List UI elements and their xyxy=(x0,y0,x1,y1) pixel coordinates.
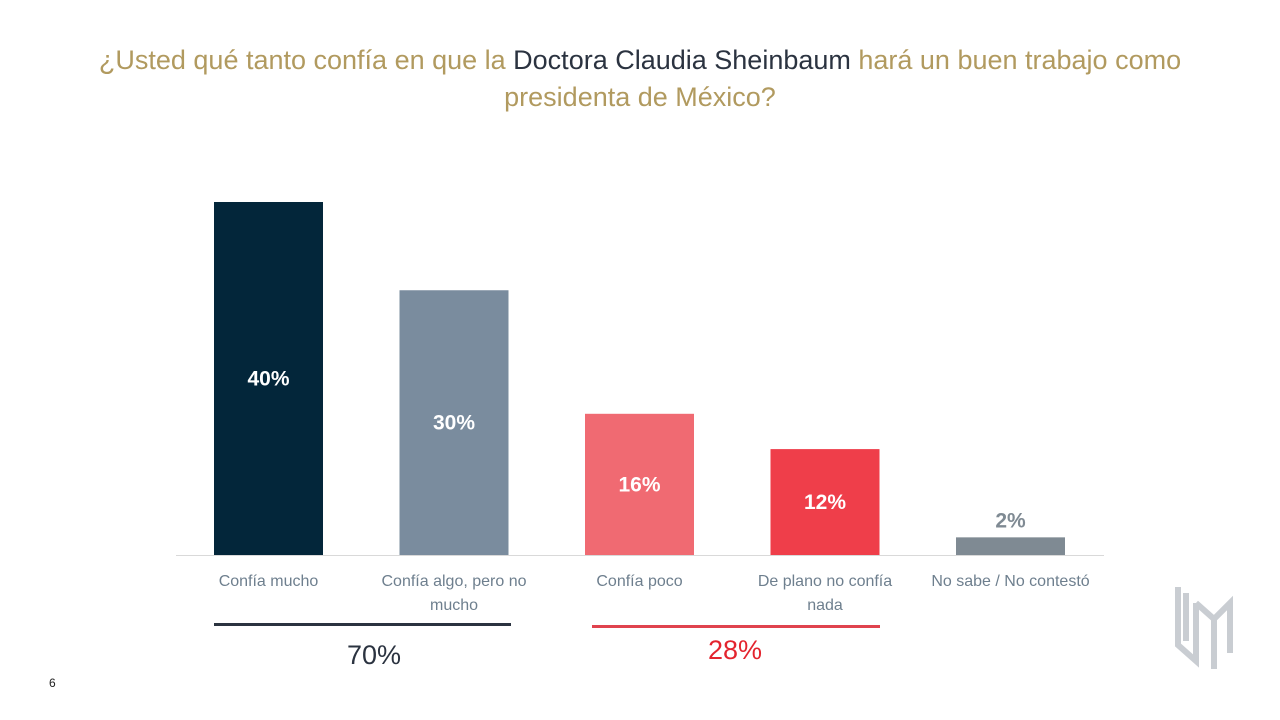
title-highlight: Doctora Claudia Sheinbaum xyxy=(513,45,851,75)
data-label-0: 40% xyxy=(247,368,289,391)
category-label-1: Confía algo, pero no mucho xyxy=(382,573,527,614)
chart-title: ¿Usted qué tanto confía en que la Doctor… xyxy=(90,42,1190,116)
bar-1 xyxy=(399,290,509,555)
group-label-confia: 70% xyxy=(346,640,402,670)
brand-logo-icon xyxy=(1175,587,1233,669)
bar-0 xyxy=(214,202,323,555)
data-label-1: 30% xyxy=(433,412,475,435)
bar-4 xyxy=(956,537,1065,555)
title-part-1: ¿Usted qué tanto confía en que la xyxy=(98,45,514,75)
page-number: 6 xyxy=(49,676,56,690)
data-label-2: 16% xyxy=(618,473,660,496)
title-part-2: hará un buen trabajo como presidenta de … xyxy=(504,45,1182,112)
group-label-no-confia: 28% xyxy=(707,635,763,665)
bar-2 xyxy=(585,413,694,555)
category-label-3: De plano no confía nada xyxy=(758,573,892,614)
category-label-4: No sabe / No contestó xyxy=(931,573,1089,590)
data-label-3: 12% xyxy=(804,491,846,514)
group-line-no-confia xyxy=(592,625,880,628)
group-line-confia xyxy=(214,623,511,626)
category-label-0: Confía mucho xyxy=(219,573,319,590)
bar-3 xyxy=(770,449,880,555)
data-label-4: 2% xyxy=(995,509,1026,532)
category-label-2: Confía poco xyxy=(596,573,682,590)
